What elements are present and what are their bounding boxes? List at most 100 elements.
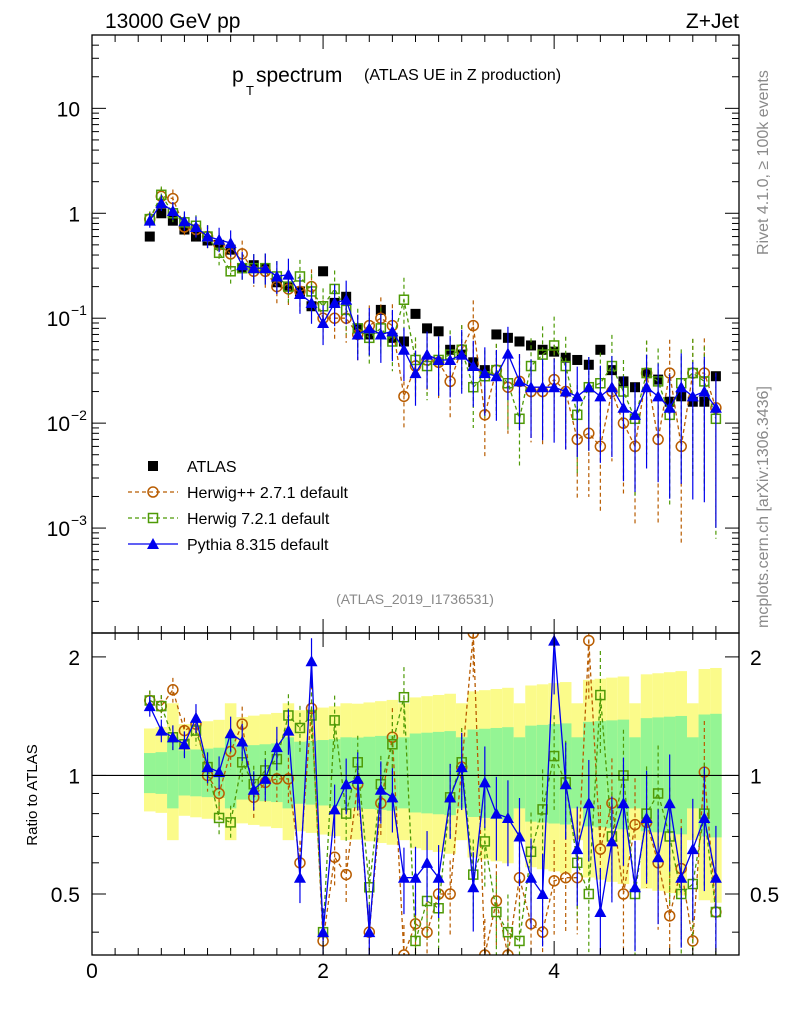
ratio-point bbox=[467, 881, 480, 893]
ratio-point bbox=[189, 711, 202, 723]
data-point bbox=[270, 270, 283, 282]
legend-label: Pythia 8.315 default bbox=[187, 537, 329, 554]
ratio-point bbox=[398, 691, 410, 703]
data-point bbox=[548, 381, 561, 393]
title-rest: spectrum bbox=[256, 64, 342, 87]
data-point bbox=[536, 381, 549, 393]
y-tick-label: 10 bbox=[47, 413, 70, 436]
x-tick-label: 4 bbox=[548, 960, 560, 983]
data-point bbox=[709, 401, 722, 413]
ratio-point bbox=[306, 710, 317, 721]
ratio-point bbox=[317, 926, 330, 938]
main-series-group bbox=[143, 186, 722, 544]
y-tick-label: 10 bbox=[47, 308, 70, 331]
ratio-band-green bbox=[363, 736, 376, 809]
legend: ATLAS Herwig++ 2.7.1 default Herwig 7.2.1 … bbox=[128, 459, 349, 554]
data-point bbox=[582, 381, 595, 393]
ratio-y-tick-label: 2 bbox=[68, 647, 80, 670]
legend-marker bbox=[147, 486, 159, 498]
ratio-point bbox=[548, 875, 560, 887]
y-tick-exponent: −2 bbox=[71, 407, 87, 423]
ratio-point bbox=[559, 871, 572, 884]
ratio-point bbox=[178, 738, 191, 750]
ratio-point bbox=[374, 783, 387, 795]
ratio-band-green bbox=[490, 727, 503, 819]
data-point bbox=[444, 353, 457, 365]
data-point bbox=[514, 336, 525, 347]
ratio-point bbox=[617, 797, 630, 809]
data-point bbox=[490, 370, 503, 382]
ratio-band-green bbox=[571, 737, 584, 809]
ratio-y-tick-label-right: 2 bbox=[750, 647, 762, 670]
data-point bbox=[595, 344, 606, 355]
ratio-band-green bbox=[167, 737, 179, 809]
ratio-y-tick-label-right: 1 bbox=[750, 765, 762, 788]
data-point bbox=[410, 308, 421, 319]
data-point bbox=[386, 325, 399, 337]
ratio-point bbox=[167, 684, 179, 696]
ratio-point bbox=[501, 811, 514, 823]
legend-marker bbox=[147, 538, 159, 549]
ratio-point bbox=[536, 887, 549, 899]
data-point bbox=[318, 266, 329, 277]
ratio-point bbox=[490, 807, 503, 819]
ratio-band-green bbox=[629, 737, 641, 809]
ratio-point bbox=[282, 773, 295, 785]
ratio-point bbox=[652, 851, 665, 863]
title-main: p bbox=[232, 64, 244, 87]
ratio-point bbox=[328, 803, 341, 815]
ratio-point bbox=[293, 871, 306, 883]
rivet-label: Rivet 4.1.0, ≥ 100k events bbox=[755, 70, 772, 255]
data-point bbox=[686, 390, 699, 402]
legend-label: Herwig 7.2.1 default bbox=[187, 511, 330, 528]
data-point bbox=[548, 340, 560, 351]
ratio-point bbox=[583, 888, 595, 900]
ratio-point bbox=[432, 871, 445, 883]
data-point bbox=[433, 326, 444, 337]
ratio-point bbox=[156, 700, 167, 712]
ratio-band-green bbox=[687, 737, 699, 809]
data-point bbox=[640, 381, 653, 393]
ratio-point bbox=[340, 778, 353, 790]
data-point bbox=[455, 348, 468, 360]
legend-entry-atlas: ATLAS bbox=[148, 459, 237, 476]
ratio-point bbox=[305, 655, 318, 667]
ratio-point bbox=[663, 797, 676, 809]
ratio-band-green bbox=[525, 725, 537, 822]
ratio-point bbox=[351, 772, 364, 784]
data-point bbox=[156, 208, 167, 219]
ratio-point bbox=[640, 811, 653, 823]
ratio-point bbox=[548, 750, 560, 762]
legend-label: Herwig++ 2.7.1 default bbox=[187, 485, 349, 502]
ratio-y-tick-label: 1 bbox=[68, 765, 80, 788]
data-point bbox=[629, 408, 642, 420]
ratio-point bbox=[247, 783, 260, 795]
ratio-point bbox=[444, 791, 457, 803]
ratio-point bbox=[491, 906, 502, 918]
ratio-point bbox=[201, 761, 214, 773]
data-point bbox=[155, 197, 168, 209]
data-point bbox=[409, 367, 422, 379]
data-point bbox=[178, 215, 191, 227]
ratio-point bbox=[455, 761, 468, 773]
ratio-band-green bbox=[143, 753, 156, 794]
y-tick-label: 10 bbox=[47, 518, 70, 541]
ratio-point bbox=[364, 882, 375, 893]
ratio-point bbox=[617, 888, 630, 900]
ratio-point bbox=[594, 843, 607, 855]
ratio-point bbox=[340, 868, 352, 881]
process-label: Z+Jet bbox=[686, 10, 739, 33]
ratio-series-pythia-8-315-default bbox=[143, 633, 722, 955]
x-tick-label: 2 bbox=[317, 960, 329, 983]
legend-entry-herwig-7-2-1-default: Herwig 7.2.1 default bbox=[128, 511, 330, 528]
data-point bbox=[467, 360, 480, 372]
data-point bbox=[259, 262, 272, 274]
data-point bbox=[467, 319, 480, 332]
ratio-point bbox=[387, 739, 398, 750]
ratio-point bbox=[513, 830, 526, 842]
ratio-point bbox=[686, 843, 699, 855]
ratio-band-green bbox=[594, 721, 607, 828]
data-point bbox=[501, 347, 514, 359]
